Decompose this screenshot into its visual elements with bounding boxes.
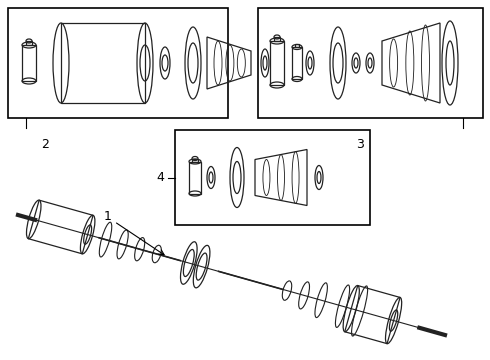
Bar bbox=[258, 8, 483, 118]
Text: 3: 3 bbox=[356, 138, 364, 151]
Text: 2: 2 bbox=[41, 138, 49, 151]
Bar bbox=[175, 130, 370, 225]
Text: 4: 4 bbox=[156, 171, 164, 184]
Text: 1: 1 bbox=[103, 211, 164, 255]
Bar bbox=[8, 8, 228, 118]
